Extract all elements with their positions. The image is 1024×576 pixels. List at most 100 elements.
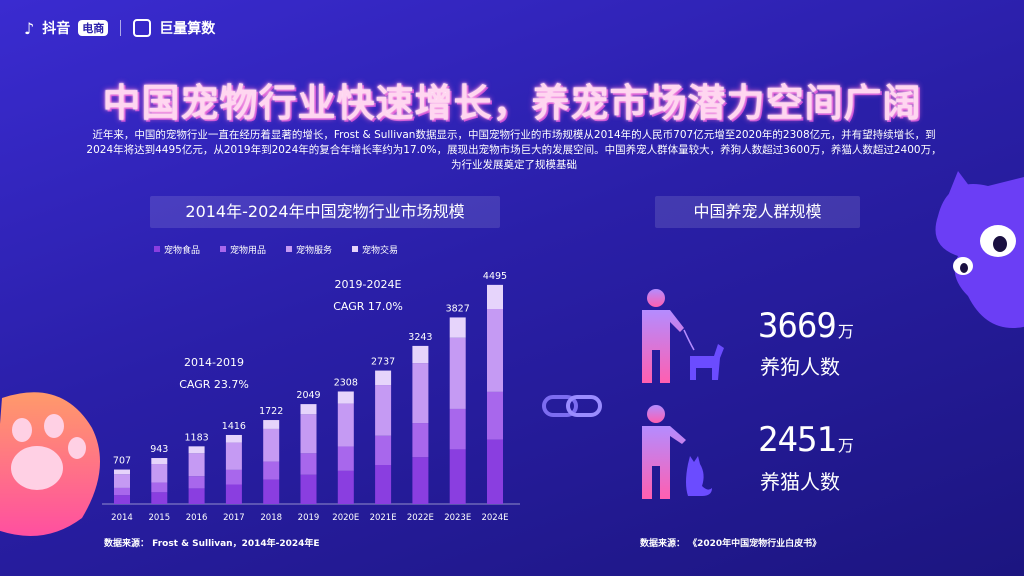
cat-owner-count: 2451 万 (758, 420, 854, 460)
bar-segment (412, 345, 429, 364)
data-label: 2049 (296, 390, 320, 401)
bar-segment (151, 464, 168, 483)
bar-segment (151, 492, 168, 504)
bar-segment (337, 470, 354, 504)
bar-segment (300, 404, 317, 415)
paw-icon (0, 392, 100, 536)
legend-label: 宠物用品 (230, 244, 266, 256)
ecommerce-badge: 电商 (78, 20, 109, 36)
bar-segment (263, 428, 280, 462)
bar-segment (263, 479, 280, 504)
douyin-name: 抖音 (42, 21, 71, 37)
x-tick-label: 2020E (332, 513, 359, 523)
legend-label: 宠物食品 (164, 244, 200, 256)
data-label: 4495 (483, 271, 507, 282)
bar-segment (263, 420, 280, 429)
data-label: 1722 (259, 406, 283, 417)
data-label: 943 (150, 444, 168, 455)
bar-segment (375, 435, 392, 465)
douyin-logo-icon: ♪ (24, 18, 35, 38)
x-tick-label: 2024E (481, 513, 508, 523)
data-label: 3827 (446, 303, 470, 314)
bar-segment (151, 482, 168, 493)
dog-owner-label: 养狗人数 (760, 355, 840, 379)
bar-segment (412, 457, 429, 504)
cat-owner-icon (642, 405, 712, 499)
data-label: 1183 (185, 432, 209, 443)
dog-owner-count: 3669 万 (758, 306, 854, 346)
bar-segment (375, 370, 392, 386)
bar-segment (188, 476, 205, 489)
page-title: 中国宠物行业快速增长，养宠市场潜力空间广阔 (102, 81, 922, 125)
x-tick-label: 2022E (407, 513, 434, 523)
cagr-period: 2019-2024E (335, 278, 402, 291)
bar-segment (114, 495, 130, 504)
x-tick-label: 2015 (148, 513, 170, 523)
legend-swatch (154, 246, 160, 252)
bar-segment (487, 439, 503, 504)
bar-segment (225, 442, 242, 470)
bar-segment (300, 474, 317, 504)
dog-walker-icon (642, 289, 724, 383)
data-label: 1416 (222, 421, 246, 432)
juliang-name: 巨量算数 (159, 21, 216, 37)
brand-divider (120, 20, 122, 36)
x-tick-label: 2021E (370, 513, 397, 523)
market-source-note: 数据来源： Frost & Sullivan，2014年-2024年E (104, 539, 320, 549)
bar-segment (114, 469, 130, 475)
owner-source-note: 数据来源： 《2020年中国宠物行业白皮书》 (640, 539, 822, 549)
legend-swatch (220, 246, 226, 252)
cagr-value: CAGR 17.0% (333, 300, 403, 313)
bar-segment (225, 484, 242, 504)
data-label: 2308 (334, 377, 358, 388)
bar-segment (263, 461, 280, 480)
data-label: 2737 (371, 357, 395, 368)
brand-bar: ♪ 抖音 电商 巨量算数 (24, 18, 215, 38)
bar-segment (375, 385, 392, 436)
bar-segment (487, 391, 503, 440)
bar-segment (449, 408, 466, 450)
legend-label: 宠物交易 (362, 244, 398, 256)
bar-segment (188, 488, 205, 504)
x-tick-label: 2016 (186, 513, 208, 523)
x-tick-label: 2014 (111, 513, 133, 523)
bar-segment (487, 284, 503, 309)
bar-segment (225, 434, 242, 443)
legend-label: 宠物服务 (296, 244, 332, 256)
cat-owner-label: 养猫人数 (760, 470, 840, 494)
bar-segment (337, 446, 354, 471)
data-label: 707 (113, 456, 131, 467)
x-tick-label: 2018 (260, 513, 282, 523)
x-tick-label: 2019 (298, 513, 320, 523)
intro-paragraph: 近年来，中国的宠物行业一直在经历着显著的增长，Frost & Sullivan数… (86, 129, 942, 171)
pet-owner-label: 中国养宠人群规模 (655, 196, 860, 228)
bar-segment (114, 487, 130, 496)
bar-segment (337, 403, 354, 447)
bar-segment (412, 423, 429, 458)
bar-segment (188, 453, 205, 477)
bar-segment (487, 309, 503, 392)
bar-segment (225, 469, 242, 485)
market-size-label: 2014年-2024年中国宠物行业市场规模 (150, 196, 500, 228)
bar-segment (375, 465, 392, 504)
cagr-value: CAGR 23.7% (179, 378, 249, 391)
mascot-icon (935, 171, 1024, 328)
data-label: 3243 (408, 332, 432, 343)
market-size-chart: 宠物食品 宠物用品 宠物服务 宠物交易 707 2014 943 2015 1183 2016 14… (102, 244, 520, 523)
bar-segment (114, 474, 130, 488)
cagr-period: 2014-2019 (184, 356, 244, 369)
chain-link-icon (542, 395, 602, 417)
x-tick-label: 2017 (223, 513, 245, 523)
bar-segment (188, 446, 205, 454)
x-tick-label: 2023E (444, 513, 471, 523)
bar-segment (300, 453, 317, 475)
legend-swatch (352, 246, 358, 252)
bar-segment (300, 414, 317, 454)
bar-segment (337, 391, 354, 404)
bar-segment (449, 449, 466, 504)
bar-segment (449, 337, 466, 409)
bar-segment (151, 458, 168, 465)
bar-segment (412, 363, 429, 424)
bar-segment (449, 317, 466, 338)
juliang-logo-icon (133, 19, 152, 37)
